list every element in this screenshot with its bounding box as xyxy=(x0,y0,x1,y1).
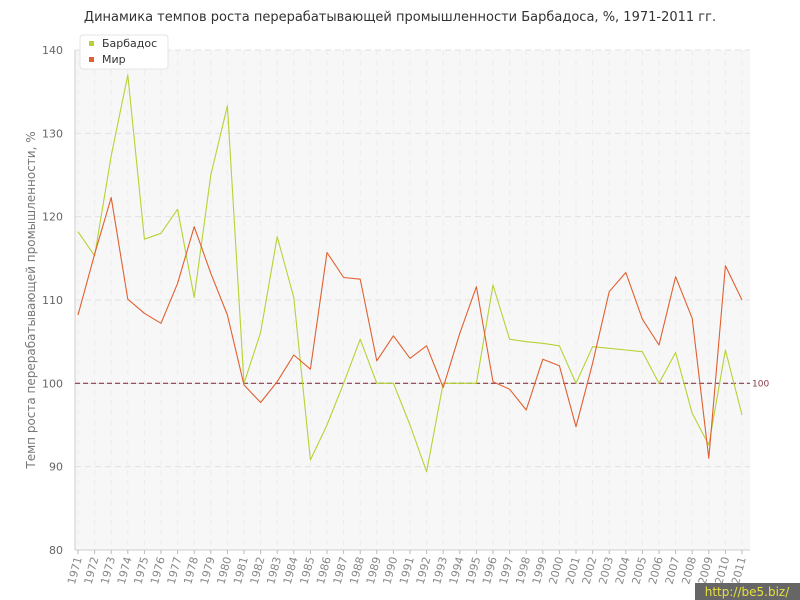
legend-label: Барбадос xyxy=(102,37,157,50)
series-line-world xyxy=(77,196,743,459)
reference-line: 100 xyxy=(75,379,769,389)
y-tick-label: 130 xyxy=(42,127,63,140)
legend-box xyxy=(79,34,169,70)
watermark-background xyxy=(695,583,800,600)
reference-line-label: 100 xyxy=(752,379,769,389)
x-tick-labels: 1971197219731974197519761977197819791980… xyxy=(65,550,749,586)
y-tick-label: 140 xyxy=(42,44,63,57)
legend-swatch xyxy=(89,57,94,62)
watermark[interactable]: http://be5.biz/ xyxy=(695,583,800,600)
y-tick-label: 80 xyxy=(49,544,63,557)
watermark-text[interactable]: http://be5.biz/ xyxy=(705,585,790,599)
y-axis-label: Темп роста перерабатывающей промышленнос… xyxy=(24,131,38,469)
y-tick-label: 90 xyxy=(49,461,63,474)
legend-label: Мир xyxy=(102,53,126,66)
y-tick-label: 120 xyxy=(42,211,63,224)
series-line-barbados xyxy=(77,74,743,473)
chart-title: Динамика темпов роста перерабатывающей п… xyxy=(84,10,716,25)
grid xyxy=(75,49,750,550)
y-tick-label: 100 xyxy=(42,377,63,390)
x-tick-label: 2011 xyxy=(729,555,749,585)
legend-swatch xyxy=(89,41,94,46)
y-tick-labels: 80 90 100 110 120 130 140 xyxy=(42,44,63,557)
legend[interactable]: Барбадос Мир xyxy=(79,34,169,70)
series-lines xyxy=(77,74,743,473)
y-tick-label: 110 xyxy=(42,294,63,307)
